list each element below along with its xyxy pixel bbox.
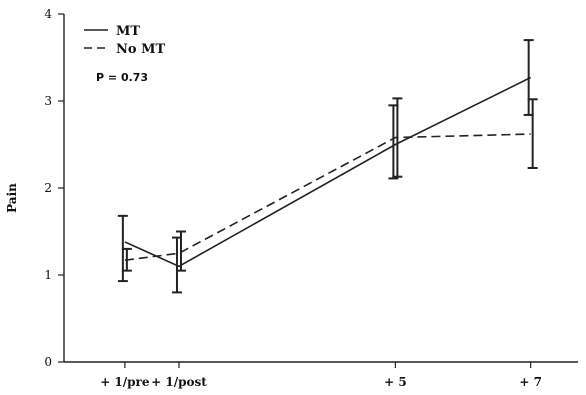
series-layer (117, 39, 538, 294)
y-ticks: 0 1 2 3 4 (44, 7, 64, 369)
error-bar-no-mt-1 (175, 230, 186, 272)
x-ticks: + 1/pre + 1/post + 5 + 7 (100, 362, 542, 389)
axes (63, 14, 578, 363)
y-tick-label-4: 4 (44, 7, 52, 21)
series-line-mt (124, 76, 532, 268)
series-no-mt (121, 97, 538, 272)
error-bar-no-mt-0 (121, 247, 132, 272)
p-value-annotation: P = 0.73 (96, 71, 148, 84)
y-tick-label-1: 1 (44, 268, 52, 282)
x-tick-label-2: + 5 (384, 375, 407, 389)
error-bar-no-mt-2 (392, 97, 403, 178)
legend-label-mt: MT (116, 24, 140, 39)
legend-label-no-mt: No MT (116, 42, 165, 57)
x-tick-label-3: + 7 (519, 375, 542, 389)
x-tick-label-0: + 1/pre (100, 375, 150, 389)
y-tick-label-2: 2 (44, 181, 52, 195)
legend: MT No MT (84, 24, 165, 57)
y-tick-label-3: 3 (44, 94, 52, 108)
y-axis-label: Pain (5, 183, 19, 213)
series-line-no-mt (124, 133, 531, 262)
y-tick-label-0: 0 (44, 355, 52, 369)
x-tick-label-1: + 1/post (151, 375, 207, 389)
error-bar-no-mt-3 (527, 98, 538, 169)
